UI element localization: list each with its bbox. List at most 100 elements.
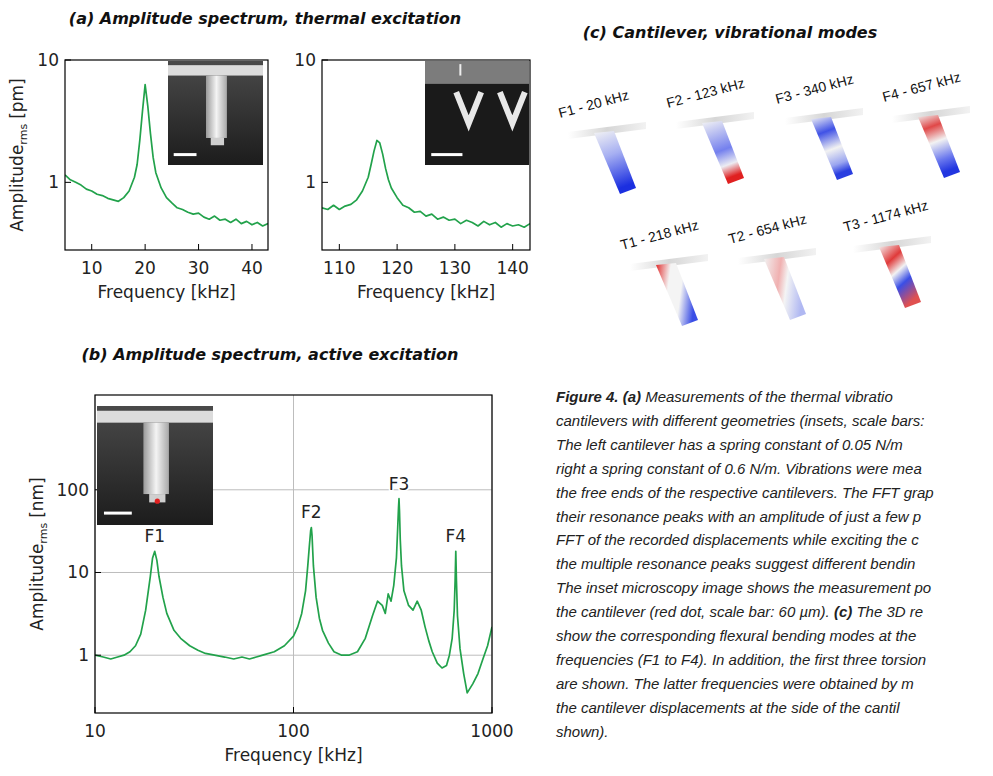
caption-line: the cantilever (red dot, scale bar: 60 µ… bbox=[556, 603, 923, 620]
mode-shape bbox=[676, 112, 754, 184]
peak-label: F1 bbox=[144, 526, 165, 546]
chart: 110100101001000Frequency [kHz]Amplituder… bbox=[27, 345, 514, 765]
tick bbox=[397, 244, 398, 250]
caption-line: FFT of the recorded displacements while … bbox=[556, 531, 919, 548]
axis-title: Amplituderms [nm] bbox=[27, 477, 50, 631]
caption-run: The left cantilever has a spring constan… bbox=[556, 436, 903, 453]
tick-label: 10 bbox=[84, 721, 106, 741]
caption-run: their resonance peaks with an amplitude … bbox=[556, 508, 921, 525]
axis-title: Frequency [kHz] bbox=[97, 282, 235, 302]
tick bbox=[95, 572, 101, 573]
mode-shape bbox=[853, 236, 931, 308]
caption-line: shown). bbox=[556, 723, 609, 740]
panel-title: (c) Cantilever, vibrational modes bbox=[583, 23, 877, 42]
caption-run: the cantilever (red dot, scale bar: 60 µ… bbox=[556, 603, 834, 620]
tick bbox=[492, 707, 493, 713]
scale-bar bbox=[104, 512, 132, 515]
mode-shape bbox=[738, 248, 816, 320]
inset-background bbox=[425, 61, 529, 165]
plot-background bbox=[95, 395, 492, 713]
tick-label: 30 bbox=[188, 258, 210, 278]
mode-label: T1 - 218 kHz bbox=[619, 217, 701, 253]
tick bbox=[91, 244, 92, 250]
caption-run: The inset microscopy image shows the mea… bbox=[556, 579, 931, 596]
tick bbox=[145, 244, 146, 250]
axis-title-part: rms bbox=[17, 124, 30, 145]
tick-label: 1 bbox=[48, 172, 59, 192]
axis-title-part: [nm] bbox=[27, 477, 47, 518]
mode-shape bbox=[892, 106, 970, 178]
caption-line: The inset microscopy image shows the mea… bbox=[556, 579, 931, 596]
caption-run: frequencies (F1 to F4). In addition, the… bbox=[556, 651, 926, 668]
inset-image bbox=[168, 61, 263, 165]
mode-beam bbox=[879, 245, 921, 308]
tick bbox=[95, 707, 96, 713]
caption-line: cantilevers with different geometries (i… bbox=[556, 412, 925, 429]
tick-label: 130 bbox=[439, 258, 471, 278]
caption-run: the free ends of the respective cantilev… bbox=[556, 484, 934, 501]
tick-label: 10 bbox=[294, 50, 316, 70]
axis-title-part: [pm] bbox=[7, 78, 27, 119]
caption-line: The left cantilever has a spring constan… bbox=[556, 436, 903, 453]
panel-title: (a) Amplitude spectrum, thermal excitati… bbox=[69, 9, 461, 28]
caption-run: are shown. The latter frequencies were o… bbox=[556, 675, 914, 692]
grid-line bbox=[293, 395, 294, 713]
caption-line: Figure 4. (a) Measurements of the therma… bbox=[556, 388, 893, 405]
mode-beam bbox=[702, 121, 744, 184]
tick bbox=[251, 244, 252, 250]
tick bbox=[95, 655, 101, 656]
axis-title-part: rms bbox=[37, 523, 50, 544]
caption-run: Measurements of the thermal vibratio bbox=[641, 388, 893, 405]
inset-beam bbox=[206, 76, 227, 138]
tick bbox=[322, 182, 328, 183]
mode-label: T2 - 654 kHz bbox=[727, 211, 809, 247]
panel-title: (b) Amplitude spectrum, active excitatio… bbox=[82, 345, 459, 364]
grid-line bbox=[95, 572, 492, 573]
mode-beam bbox=[764, 257, 806, 320]
scale-bar bbox=[174, 153, 197, 156]
data-layer bbox=[95, 499, 492, 693]
tick-label: 140 bbox=[496, 258, 528, 278]
caption-run: cantilevers with different geometries (i… bbox=[556, 412, 925, 429]
tick-label: 1 bbox=[78, 645, 89, 665]
plot-frame bbox=[65, 60, 268, 250]
caption-run: the multiple resonance peaks suggest dif… bbox=[556, 555, 915, 572]
tick bbox=[65, 182, 71, 183]
tick bbox=[322, 60, 328, 61]
plot-frame bbox=[95, 395, 492, 713]
axis-title: Frequency [kHz] bbox=[357, 282, 495, 302]
tick bbox=[198, 244, 199, 250]
tick bbox=[65, 60, 71, 61]
inset-mark bbox=[459, 64, 461, 75]
peak-label: F2 bbox=[301, 502, 322, 522]
tick-label: 110 bbox=[323, 258, 355, 278]
inset-cantilever bbox=[500, 92, 525, 123]
mode-shape bbox=[785, 108, 863, 180]
tick-label: 1 bbox=[305, 172, 316, 192]
tick-label: 1000 bbox=[470, 721, 513, 741]
measurement-point bbox=[155, 499, 160, 504]
tick bbox=[512, 244, 513, 250]
spectrum-line bbox=[95, 499, 492, 693]
inset-beam bbox=[143, 423, 169, 494]
tick-label: 10 bbox=[67, 562, 89, 582]
caption-line: frequencies (F1 to F4). In addition, the… bbox=[556, 651, 926, 668]
plot-background bbox=[65, 60, 268, 250]
mode-label: F4 - 657 kHz bbox=[881, 69, 963, 105]
grid-line bbox=[95, 655, 492, 656]
mode-beam bbox=[811, 117, 853, 180]
caption-line: show the corresponding flexural bending … bbox=[556, 627, 916, 644]
axis-title-part: Amplitude bbox=[27, 544, 47, 631]
inset-chip bbox=[97, 411, 213, 423]
caption-run: show the corresponding flexural bending … bbox=[556, 627, 916, 644]
tick-label: 40 bbox=[241, 258, 263, 278]
caption-run: right a spring constant of 0.6 N/m. Vibr… bbox=[556, 460, 922, 477]
caption-line: their resonance peaks with an amplitude … bbox=[556, 508, 921, 525]
tick bbox=[293, 707, 294, 713]
tick-label: 100 bbox=[57, 480, 89, 500]
scale-bar bbox=[431, 153, 462, 156]
plot-background bbox=[322, 60, 530, 250]
caption-line: the cantilever displacements at the side… bbox=[556, 699, 900, 716]
inset-background bbox=[168, 61, 263, 165]
plot-frame bbox=[322, 60, 530, 250]
